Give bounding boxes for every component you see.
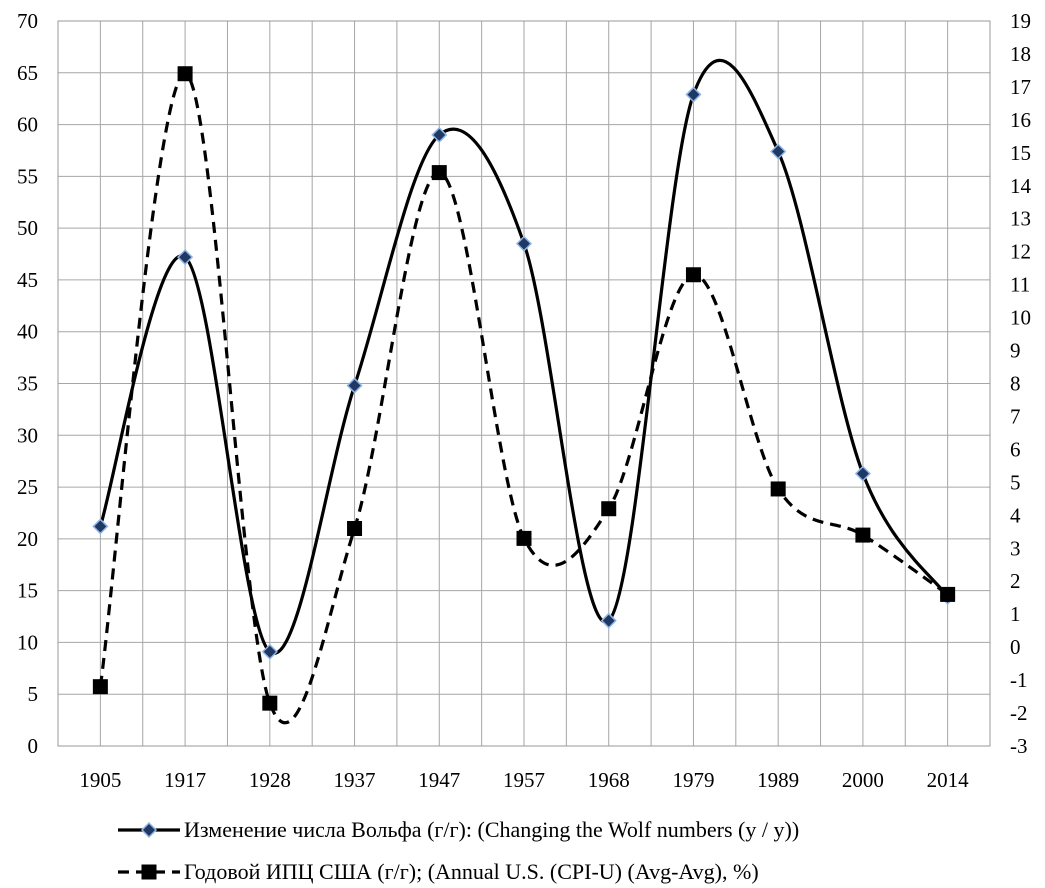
wolf-point [177,249,194,266]
right-tick-label: 9 [1010,339,1021,363]
gridlines [57,20,991,747]
left-tick-label: 5 [28,682,39,706]
x-tick-label: 1989 [757,768,799,792]
right-tick-label: 12 [1010,240,1031,264]
right-tick-label: 7 [1010,404,1021,428]
x-tick-label: 1957 [503,768,545,792]
right-tick-label: 11 [1010,273,1030,297]
x-tick-label: 1937 [334,768,376,792]
left-axis-ticks: 0 5 10 15 20 25 30 35 40 45 50 55 60 65 70 [17,9,38,758]
cpi-point [347,521,363,536]
wolf-point [515,235,533,252]
left-tick-label: 25 [17,475,38,499]
left-tick-label: 45 [17,268,38,292]
x-tick-label: 2000 [842,768,884,792]
x-tick-label: 2014 [927,768,970,792]
legend: Изменение числа Вольфа (г/г): (Changing … [118,817,799,884]
left-tick-label: 50 [17,216,38,240]
wolf-point [431,126,448,143]
left-tick-label: 30 [17,423,38,447]
left-tick-label: 35 [17,372,38,396]
right-tick-label: 10 [1010,306,1031,330]
legend-label-1: Изменение числа Вольфа (г/г): (Changing … [184,817,799,842]
legend-marker-square [141,864,157,880]
plot-area-frame [57,20,991,747]
left-tick-label: 65 [17,61,38,85]
x-tick-label: 1905 [79,768,121,792]
right-tick-label: 16 [1010,108,1031,132]
left-tick-label: 55 [17,164,38,188]
wolf-point [346,377,363,394]
right-tick-label: 14 [1010,174,1032,198]
right-tick-label: -1 [1010,668,1028,692]
x-tick-label: 1917 [164,768,206,792]
right-tick-label: 17 [1010,75,1031,99]
wolf-point [600,612,617,629]
right-tick-label: -2 [1010,701,1028,725]
cpi-point [431,165,447,181]
right-tick-label: 13 [1010,207,1031,231]
cpi-point [855,527,871,543]
cpi-point [262,695,278,711]
right-tick-label: -3 [1010,734,1028,758]
cpi-point [685,267,701,283]
wolf-point [770,143,787,160]
left-tick-label: 15 [17,579,38,603]
left-tick-label: 40 [17,320,38,344]
left-tick-label: 10 [17,630,38,654]
cpi-point [177,66,193,82]
left-tick-label: 20 [17,527,38,551]
series-group [92,58,956,725]
left-tick-label: 60 [17,113,38,137]
cpi-point [516,530,532,546]
right-tick-label: 0 [1010,635,1021,659]
legend-marker-diamond [140,821,158,839]
right-tick-label: 3 [1010,536,1021,560]
right-tick-label: 4 [1010,503,1021,527]
right-tick-label: 15 [1010,141,1031,165]
right-tick-label: 8 [1010,372,1021,396]
cpi-point [92,679,108,695]
cpi-point [601,501,617,517]
x-tick-label: 1968 [588,768,630,792]
series-line-1 [98,58,949,655]
cpi-point [940,586,956,602]
right-tick-label: 6 [1010,437,1021,461]
right-tick-label: 18 [1010,42,1031,66]
cpi-point [770,481,786,497]
series-line-2 [98,72,949,725]
x-tick-label: 1979 [672,768,714,792]
legend-label-2: Годовой ИПЦ США (г/г); (Annual U.S. (CPI… [184,859,759,884]
wolf-point [261,643,278,660]
left-tick-label: 70 [17,9,38,33]
wolf-point [92,518,109,535]
right-tick-label: 5 [1010,470,1021,494]
wolf-point [854,465,871,482]
x-tick-label: 1928 [249,768,291,792]
right-tick-label: 1 [1010,602,1021,626]
right-tick-label: 2 [1010,569,1021,593]
x-tick-label: 1947 [418,768,460,792]
x-axis-ticks: 1905 1917 1928 1937 1947 1957 1968 1979 1989 2000… [79,768,969,792]
right-tick-label: 19 [1010,9,1031,33]
wolf-point [685,86,702,103]
left-tick-label: 0 [28,734,39,758]
